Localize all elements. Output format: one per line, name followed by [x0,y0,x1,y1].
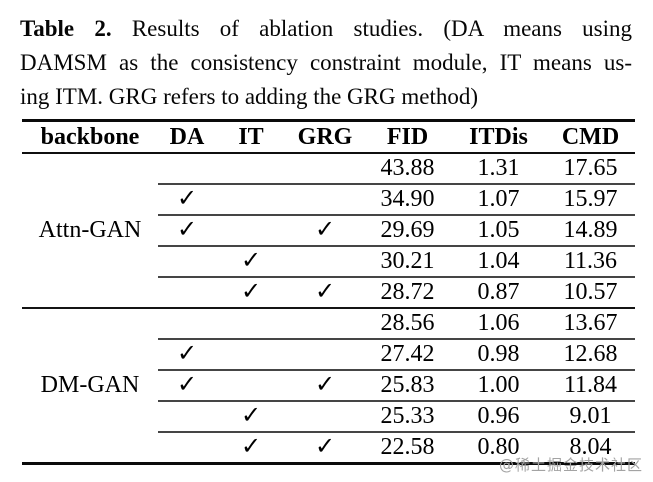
fid-value-cell: 34.90 [364,183,451,215]
table-row: ✓ 27.42 0.98 12.68 [22,338,635,370]
it-check-cell [216,214,286,246]
itdis-value-cell: 1.31 [477,155,520,181]
grg-check-mark: ✓ [286,431,364,464]
grg-check-cell [286,183,364,215]
table-row: ✓ 34.90 1.07 15.97 [22,183,635,215]
grg-check-cell [286,307,364,339]
itdis-value-cell: 0.87 [451,276,546,308]
caption-line-1-text: Results of ablation studies. (DA means u… [131,16,633,41]
fid-value-cell: 28.56 [364,307,451,339]
column-header-it: IT [216,120,286,154]
itdis-value-cell: 0.98 [451,338,546,370]
it-check-mark: ✓ [216,245,286,277]
cmd-value-cell: 9.01 [546,400,635,432]
fid-value-cell: 43.88 [380,155,435,181]
fid-value-cell: 27.42 [364,338,451,370]
fid-value-cell: 25.33 [364,400,451,432]
da-check-mark: ✓ [158,338,216,370]
itdis-value-cell: 0.80 [451,431,546,464]
it-check-cell [216,307,286,339]
cmd-value-cell: 15.97 [546,183,635,215]
da-check-cell [158,153,216,184]
grg-check-cell [286,245,364,277]
caption-line-2: DAMSM as the consistency constraint modu… [20,50,632,75]
it-check-mark: ✓ [216,276,286,308]
it-check-cell [216,338,286,370]
it-check-mark: ✓ [216,400,286,432]
da-check-mark: ✓ [158,369,216,401]
itdis-value-cell: 1.05 [451,214,546,246]
da-check-cell [158,307,216,339]
cmd-value-cell: 13.67 [546,307,635,339]
column-header-itdis: ITDis [451,120,546,154]
cmd-value-cell: 8.04 [546,431,635,464]
table-header-row: backbone DA IT GRG FID ITDis CMD [22,120,635,154]
table-caption: Table 2. Results of ablation studies. (D… [0,0,653,114]
column-header-backbone: backbone [22,120,158,154]
da-check-mark: ✓ [158,183,216,215]
grg-check-cell [286,338,364,370]
it-check-cell [216,183,286,215]
table-row: ✓ 25.33 0.96 9.01 [22,400,635,432]
backbone-cell: DM-GAN [22,307,158,464]
it-check-cell [216,153,286,184]
cmd-value-cell: 17.65 [563,155,618,181]
da-check-cell [158,276,216,308]
grg-check-mark: ✓ [286,369,364,401]
table-row: ✓ ✓ 22.58 0.80 8.04 [22,431,635,464]
cmd-value-cell: 11.36 [546,245,635,277]
backbone-cell: Attn-GAN [38,217,142,243]
itdis-value-cell: 1.04 [451,245,546,277]
caption-line-3: ing ITM. GRG refers to adding the GRG me… [20,84,479,109]
cmd-value-cell: 12.68 [546,338,635,370]
table-number-label: Table 2. [20,16,112,41]
cmd-value-cell: 14.89 [546,214,635,246]
column-header-fid: FID [364,120,451,154]
ablation-results-table: backbone DA IT GRG FID ITDis CMD Attn-GAN 43.88… [22,119,635,465]
table-row: ✓ ✓ 28.72 0.87 10.57 [22,276,635,308]
it-check-mark: ✓ [216,431,286,464]
itdis-value-cell: 1.00 [451,369,546,401]
table-row: ✓ ✓ 29.69 1.05 14.89 [22,214,635,246]
itdis-value-cell: 1.07 [451,183,546,215]
fid-value-cell: 30.21 [364,245,451,277]
it-check-cell [216,369,286,401]
da-check-mark: ✓ [158,214,216,246]
table-row: DM-GAN 28.56 1.06 13.67 [22,307,635,464]
watermark: @稀土掘金技术社区 [498,456,643,474]
table-row: ✓ ✓ 25.83 1.00 11.84 [22,369,635,401]
fid-value-cell: 29.69 [364,214,451,246]
grg-check-mark: ✓ [286,214,364,246]
cmd-value-cell: 11.84 [546,369,635,401]
cmd-value-cell: 10.57 [546,276,635,308]
grg-check-mark: ✓ [286,276,364,308]
table-container: backbone DA IT GRG FID ITDis CMD Attn-GAN 43.88… [22,119,653,465]
fid-value-cell: 28.72 [364,276,451,308]
da-check-cell [158,431,216,464]
fid-value-cell: 22.58 [364,431,451,464]
grg-check-cell [286,153,364,184]
table-row: Attn-GAN 43.88 1.31 17.65 [22,153,635,243]
caption-line-1: Table 2. Results of ablation studies. (D… [20,12,632,46]
da-check-cell [158,245,216,277]
table-row: ✓ 30.21 1.04 11.36 [22,245,635,277]
grg-check-cell [286,400,364,432]
itdis-value-cell: 1.06 [451,307,546,339]
itdis-value-cell: 0.96 [451,400,546,432]
column-header-cmd: CMD [546,120,635,154]
da-check-cell [158,400,216,432]
fid-value-cell: 25.83 [364,369,451,401]
column-header-grg: GRG [286,120,364,154]
column-header-da: DA [158,120,216,154]
